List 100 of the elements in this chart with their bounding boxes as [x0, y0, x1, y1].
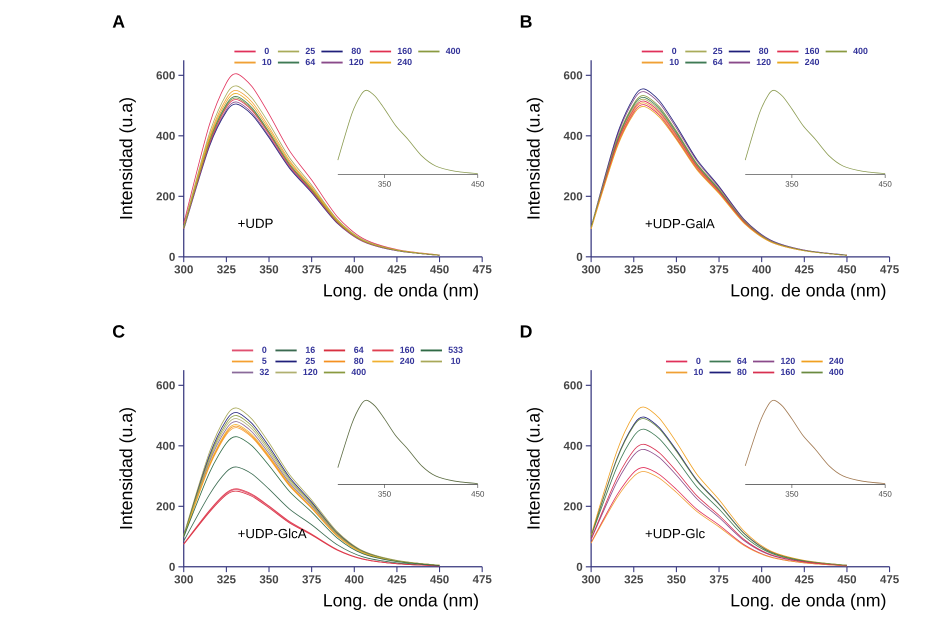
x-tick-label: 400	[752, 265, 771, 274]
x-tick-label: 425	[387, 575, 406, 584]
legend-label: 240	[398, 58, 412, 66]
x-tick-label: 325	[624, 265, 644, 274]
x-tick-label: 375	[710, 575, 728, 584]
y-tick-label: 400	[564, 132, 582, 140]
y-tick-label: 600	[564, 381, 582, 390]
legend-label: 120	[303, 368, 318, 376]
y-tick-label: 400	[564, 442, 582, 450]
legend-label: 120	[349, 58, 364, 66]
x-tick-label: 300	[582, 575, 600, 584]
y-axis-title: Intensidad (u.a)	[526, 98, 544, 219]
annotation: +UDP-GlcA	[238, 528, 307, 538]
x-axis-title: Long. de onda (nm)	[324, 594, 478, 610]
y-tick-label: 200	[156, 502, 175, 511]
legend-label: 160	[400, 346, 414, 354]
x-tick-label: 400	[344, 265, 364, 274]
annotation: +UDP-Glc	[646, 528, 705, 538]
x-tick-label: 450	[430, 575, 449, 584]
legend-label: 0	[696, 358, 700, 364]
legend-label: 64	[713, 58, 723, 66]
x-tick-label: 350	[260, 265, 278, 274]
legend-label: 5	[262, 358, 267, 364]
y-tick-label: 600	[156, 71, 175, 80]
y-tick-label: 0	[576, 252, 582, 262]
x-tick-label: 375	[710, 265, 728, 274]
legend-label: 400	[853, 48, 868, 54]
legend-label: 32	[260, 368, 269, 376]
legend-label: 10	[451, 358, 460, 364]
x-tick-label: 375	[302, 265, 321, 274]
legend-label: 120	[756, 58, 771, 66]
legend-label: 80	[354, 358, 364, 364]
y-axis-title: Intensidad (u.a)	[119, 408, 136, 529]
legend-label: 25	[713, 48, 722, 54]
chart-title: D	[520, 326, 532, 338]
legend-label: 160	[781, 368, 795, 376]
annotation: +UDP-GalA	[646, 218, 715, 228]
y-tick-label: 200	[156, 192, 175, 201]
legend-label: 80	[758, 48, 768, 54]
x-tick-label: 325	[217, 575, 236, 584]
legend-label: 10	[262, 58, 272, 66]
x-tick-label: 300	[582, 265, 600, 274]
y-tick-label: 600	[156, 381, 175, 390]
x-tick-label: 300	[174, 265, 193, 274]
x-tick-label: 450	[838, 575, 856, 584]
chart-title: C	[112, 325, 125, 338]
legend-label: 10	[670, 58, 679, 66]
x-tick-label: 425	[794, 575, 814, 584]
x-tick-label: 450	[838, 265, 856, 274]
x-tick-label: 350	[667, 265, 686, 274]
legend-label: 160	[398, 48, 412, 54]
y-axis-title: Intensidad (u.a)	[526, 408, 544, 529]
legend-label: 64	[354, 346, 364, 354]
x-tick-label: 350	[260, 575, 278, 584]
y-tick-label: 600	[564, 71, 582, 80]
y-tick-label: 400	[156, 442, 175, 450]
legend-label: 80	[737, 368, 746, 376]
y-tick-label: 400	[156, 132, 175, 140]
y-tick-label: 0	[169, 252, 175, 262]
legend-label: 0	[672, 48, 676, 54]
x-tick-label: 325	[624, 575, 644, 584]
x-tick-label: 425	[387, 265, 406, 274]
legend-label: 25	[306, 48, 315, 54]
legend-label: 64	[306, 58, 316, 66]
legend-label: 240	[804, 58, 820, 66]
y-tick-label: 0	[169, 562, 175, 572]
annotation: +UDP	[238, 218, 273, 228]
legend-label: 400	[829, 368, 844, 376]
legend-label: 64	[737, 358, 747, 364]
x-tick-label: 400	[752, 575, 771, 584]
x-tick-label: 325	[217, 265, 236, 274]
legend-label: 533	[448, 346, 463, 354]
x-tick-label: 475	[472, 265, 492, 274]
legend-label: 25	[306, 358, 315, 364]
chart-title: A	[112, 16, 125, 28]
legend-label: 0	[262, 346, 266, 354]
x-tick-label: 350	[667, 575, 686, 584]
x-tick-label: 300	[174, 575, 193, 584]
x-axis-title: Long. de onda (nm)	[732, 594, 886, 610]
x-tick-label: 400	[344, 575, 364, 584]
legend-label: 160	[805, 48, 820, 54]
x-tick-label: 475	[880, 265, 899, 274]
legend-label: 120	[781, 358, 795, 364]
x-axis-title: Long. de onda (nm)	[324, 284, 478, 300]
x-tick-label: 475	[880, 575, 899, 584]
legend-label: 0	[264, 48, 269, 54]
x-axis-title: Long. de onda (nm)	[732, 284, 886, 300]
x-tick-label: 375	[302, 575, 321, 584]
legend-label: 400	[446, 48, 460, 54]
x-tick-label: 425	[794, 265, 814, 274]
y-axis-title: Intensidad (u.a)	[119, 98, 136, 219]
x-tick-label: 450	[430, 265, 449, 274]
chart-title: B	[520, 16, 532, 28]
legend-label: 16	[306, 346, 315, 354]
legend-label: 10	[694, 368, 703, 376]
legend-label: 240	[829, 358, 844, 364]
y-tick-label: 200	[564, 192, 582, 201]
x-tick-label: 475	[472, 575, 492, 584]
legend-label: 400	[351, 368, 366, 376]
legend-label: 240	[400, 358, 414, 364]
